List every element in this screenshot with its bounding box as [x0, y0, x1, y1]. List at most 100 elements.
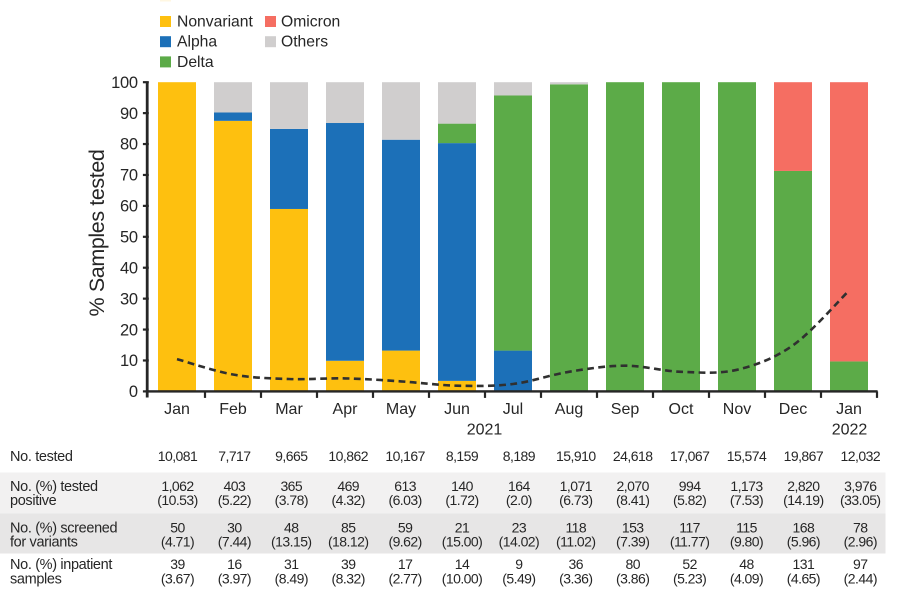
- svg-text:(5.96): (5.96): [787, 534, 820, 550]
- svg-text:31: 31: [284, 556, 299, 572]
- svg-text:52: 52: [682, 556, 697, 572]
- svg-text:36: 36: [569, 556, 584, 572]
- svg-text:(4.09): (4.09): [730, 571, 763, 587]
- svg-text:(11.77): (11.77): [670, 534, 709, 550]
- svg-text:(1.72): (1.72): [445, 492, 478, 508]
- svg-text:0: 0: [129, 383, 138, 401]
- svg-text:(2.44): (2.44): [844, 571, 877, 587]
- svg-text:(10.00): (10.00): [442, 571, 483, 587]
- svg-text:164: 164: [508, 478, 530, 494]
- svg-text:153: 153: [622, 520, 644, 536]
- svg-text:(7.39): (7.39): [616, 534, 649, 550]
- svg-text:Delta: Delta: [177, 54, 214, 71]
- svg-text:% Samples tested: % Samples tested: [85, 150, 109, 317]
- svg-text:17,067: 17,067: [670, 448, 710, 464]
- svg-text:Omicron: Omicron: [281, 14, 340, 31]
- svg-text:10,081: 10,081: [158, 448, 198, 464]
- svg-text:140: 140: [451, 478, 473, 494]
- svg-text:97: 97: [853, 556, 868, 572]
- svg-text:(4.32): (4.32): [332, 492, 365, 508]
- svg-text:(14.02): (14.02): [499, 534, 540, 550]
- svg-text:(3.86): (3.86): [616, 571, 649, 587]
- svg-text:Sep: Sep: [611, 401, 640, 418]
- svg-text:for variants: for variants: [10, 535, 78, 551]
- svg-text:8,159: 8,159: [446, 448, 479, 464]
- svg-text:No. tested: No. tested: [10, 449, 73, 465]
- svg-text:(2.96): (2.96): [844, 534, 877, 550]
- svg-text:(14.19): (14.19): [783, 492, 824, 508]
- svg-text:(5.22): (5.22): [218, 492, 251, 508]
- svg-text:samples: samples: [10, 572, 62, 588]
- svg-text:60: 60: [120, 198, 138, 216]
- svg-text:(9.80): (9.80): [730, 534, 763, 550]
- svg-text:1,071: 1,071: [560, 478, 593, 494]
- svg-text:9: 9: [515, 556, 523, 572]
- svg-text:365: 365: [280, 478, 302, 494]
- svg-text:115: 115: [736, 520, 757, 536]
- svg-text:Nov: Nov: [723, 401, 751, 418]
- svg-text:59: 59: [398, 520, 413, 536]
- svg-text:994: 994: [679, 478, 701, 494]
- svg-text:70: 70: [120, 167, 138, 185]
- svg-text:2,070: 2,070: [617, 478, 650, 494]
- svg-text:78: 78: [853, 520, 868, 536]
- svg-text:117: 117: [679, 520, 700, 536]
- svg-text:(3.36): (3.36): [559, 571, 592, 587]
- svg-text:39: 39: [170, 556, 185, 572]
- svg-text:2,820: 2,820: [787, 478, 820, 494]
- svg-text:Others: Others: [281, 34, 328, 51]
- svg-text:14: 14: [455, 556, 470, 572]
- svg-text:(13.15): (13.15): [271, 534, 312, 550]
- svg-text:21: 21: [455, 520, 470, 536]
- svg-text:17: 17: [398, 556, 413, 572]
- svg-text:(5.82): (5.82): [673, 492, 706, 508]
- svg-text:(7.53): (7.53): [730, 492, 763, 508]
- svg-text:(2.0): (2.0): [506, 492, 532, 508]
- svg-text:(3.78): (3.78): [275, 492, 308, 508]
- svg-text:(6.73): (6.73): [559, 492, 592, 508]
- svg-text:10,862: 10,862: [328, 448, 368, 464]
- svg-text:50: 50: [120, 229, 138, 247]
- svg-text:12,032: 12,032: [841, 448, 881, 464]
- svg-text:40: 40: [120, 259, 138, 277]
- svg-text:Jan: Jan: [164, 401, 190, 418]
- svg-text:9,665: 9,665: [275, 448, 308, 464]
- svg-text:(11.02): (11.02): [556, 534, 595, 550]
- svg-text:Aug: Aug: [555, 401, 583, 418]
- svg-text:50: 50: [170, 520, 185, 536]
- svg-text:(7.44): (7.44): [218, 534, 251, 550]
- svg-text:2022: 2022: [832, 422, 868, 439]
- svg-text:Oct: Oct: [669, 401, 694, 418]
- svg-text:80: 80: [625, 556, 640, 572]
- svg-text:100: 100: [111, 74, 138, 92]
- svg-text:10,167: 10,167: [385, 448, 425, 464]
- svg-text:30: 30: [120, 290, 138, 308]
- svg-text:May: May: [386, 401, 416, 418]
- svg-text:Mar: Mar: [275, 401, 303, 418]
- svg-text:80: 80: [120, 136, 138, 154]
- svg-text:24,618: 24,618: [613, 448, 653, 464]
- svg-text:48: 48: [284, 520, 299, 536]
- svg-text:Jan: Jan: [836, 401, 862, 418]
- svg-text:403: 403: [224, 478, 246, 494]
- svg-text:(6.03): (6.03): [388, 492, 421, 508]
- svg-text:30: 30: [227, 520, 242, 536]
- svg-text:3,976: 3,976: [844, 478, 877, 494]
- svg-text:39: 39: [341, 556, 356, 572]
- svg-text:Apr: Apr: [333, 401, 359, 418]
- svg-text:16: 16: [227, 556, 242, 572]
- svg-text:Alpha: Alpha: [177, 34, 217, 51]
- svg-text:Jul: Jul: [503, 401, 523, 418]
- svg-text:15,574: 15,574: [727, 448, 767, 464]
- svg-text:positive: positive: [10, 493, 57, 509]
- svg-text:90: 90: [120, 105, 138, 123]
- svg-text:(5.23): (5.23): [673, 571, 706, 587]
- svg-text:85: 85: [341, 520, 356, 536]
- svg-text:118: 118: [565, 520, 586, 536]
- svg-text:Jun: Jun: [444, 401, 470, 418]
- svg-text:Dec: Dec: [779, 401, 807, 418]
- svg-text:Feb: Feb: [219, 401, 247, 418]
- svg-text:7,717: 7,717: [218, 448, 251, 464]
- svg-text:48: 48: [739, 556, 754, 572]
- svg-text:(3.97): (3.97): [218, 571, 251, 587]
